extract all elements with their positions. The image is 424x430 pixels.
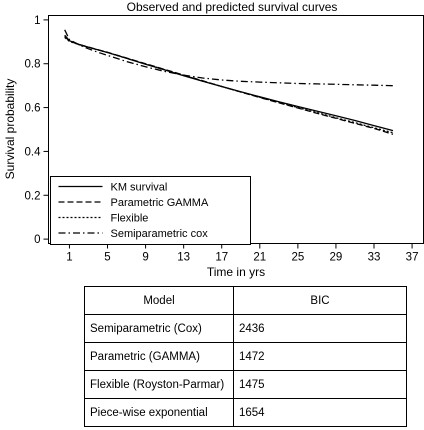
legend: KM survival Parametric GAMMA Flexible Semip… [50, 176, 251, 245]
table-header-row: Model BIC [84, 286, 407, 315]
x-tick-label: 17 [215, 252, 228, 264]
bic-cell: 1654 [233, 398, 407, 427]
bic-cell: 1472 [233, 342, 407, 371]
x-tick-label: 21 [253, 252, 266, 264]
model-cell: Piece-wise exponential [84, 398, 234, 427]
y-tick-label: 0.6 [25, 103, 41, 115]
legend-label: Parametric GAMMA [111, 197, 209, 209]
x-tick-label: 9 [142, 252, 148, 264]
x-tick-label: 29 [330, 252, 343, 264]
legend-label: Semiparametric cox [111, 228, 209, 240]
y-tick-label: 0.8 [25, 59, 41, 71]
survival-chart: Observed and predicted survival curves 0… [3, 0, 424, 279]
legend-label: KM survival [111, 182, 168, 194]
table-header-model: Model [84, 286, 234, 315]
y-tick-label: 0 [34, 234, 40, 246]
table-row: Semiparametric (Cox) 2436 [84, 314, 407, 343]
series-line-km-survival [64, 34, 394, 132]
model-cell: Semiparametric (Cox) [84, 314, 234, 343]
series-line-flexible [64, 36, 394, 134]
x-axis-label: Time in yrs [207, 265, 265, 279]
y-axis-label: Survival probability [3, 79, 17, 180]
legend-label: Flexible [111, 213, 149, 225]
series-lines [64, 29, 394, 135]
model-cell: Flexible (Royston-Parmar) [84, 370, 234, 399]
bic-cell: 1475 [233, 370, 407, 399]
y-tick-label: 0.4 [25, 146, 42, 158]
x-tick-label: 33 [368, 252, 381, 264]
chart-title: Observed and predicted survival curves [127, 0, 338, 14]
x-tick-label: 37 [406, 252, 419, 264]
bic-table: Model BIC Semiparametric (Cox) 2436 Para… [84, 286, 407, 427]
table-row: Piece-wise exponential 1654 [84, 398, 407, 427]
model-cell: Parametric (GAMMA) [84, 342, 234, 371]
y-axis: 0 0.2 0.4 0.6 0.8 1 [25, 15, 49, 246]
table-row: Parametric (GAMMA) 1472 [84, 342, 407, 371]
y-tick-label: 1 [34, 15, 40, 27]
x-tick-label: 13 [177, 252, 190, 264]
x-tick-label: 1 [66, 252, 72, 264]
table-header-bic: BIC [233, 286, 407, 315]
x-tick-label: 5 [104, 252, 110, 264]
x-axis: 1 5 9 13 17 21 25 29 33 37 [66, 243, 419, 264]
y-tick-label: 0.2 [25, 190, 41, 202]
bic-cell: 2436 [233, 314, 407, 343]
series-line-semiparametric-cox [64, 29, 394, 87]
table-row: Flexible (Royston-Parmar) 1475 [84, 370, 407, 399]
x-tick-label: 25 [291, 252, 304, 264]
series-line-parametric-gamma [64, 35, 394, 135]
